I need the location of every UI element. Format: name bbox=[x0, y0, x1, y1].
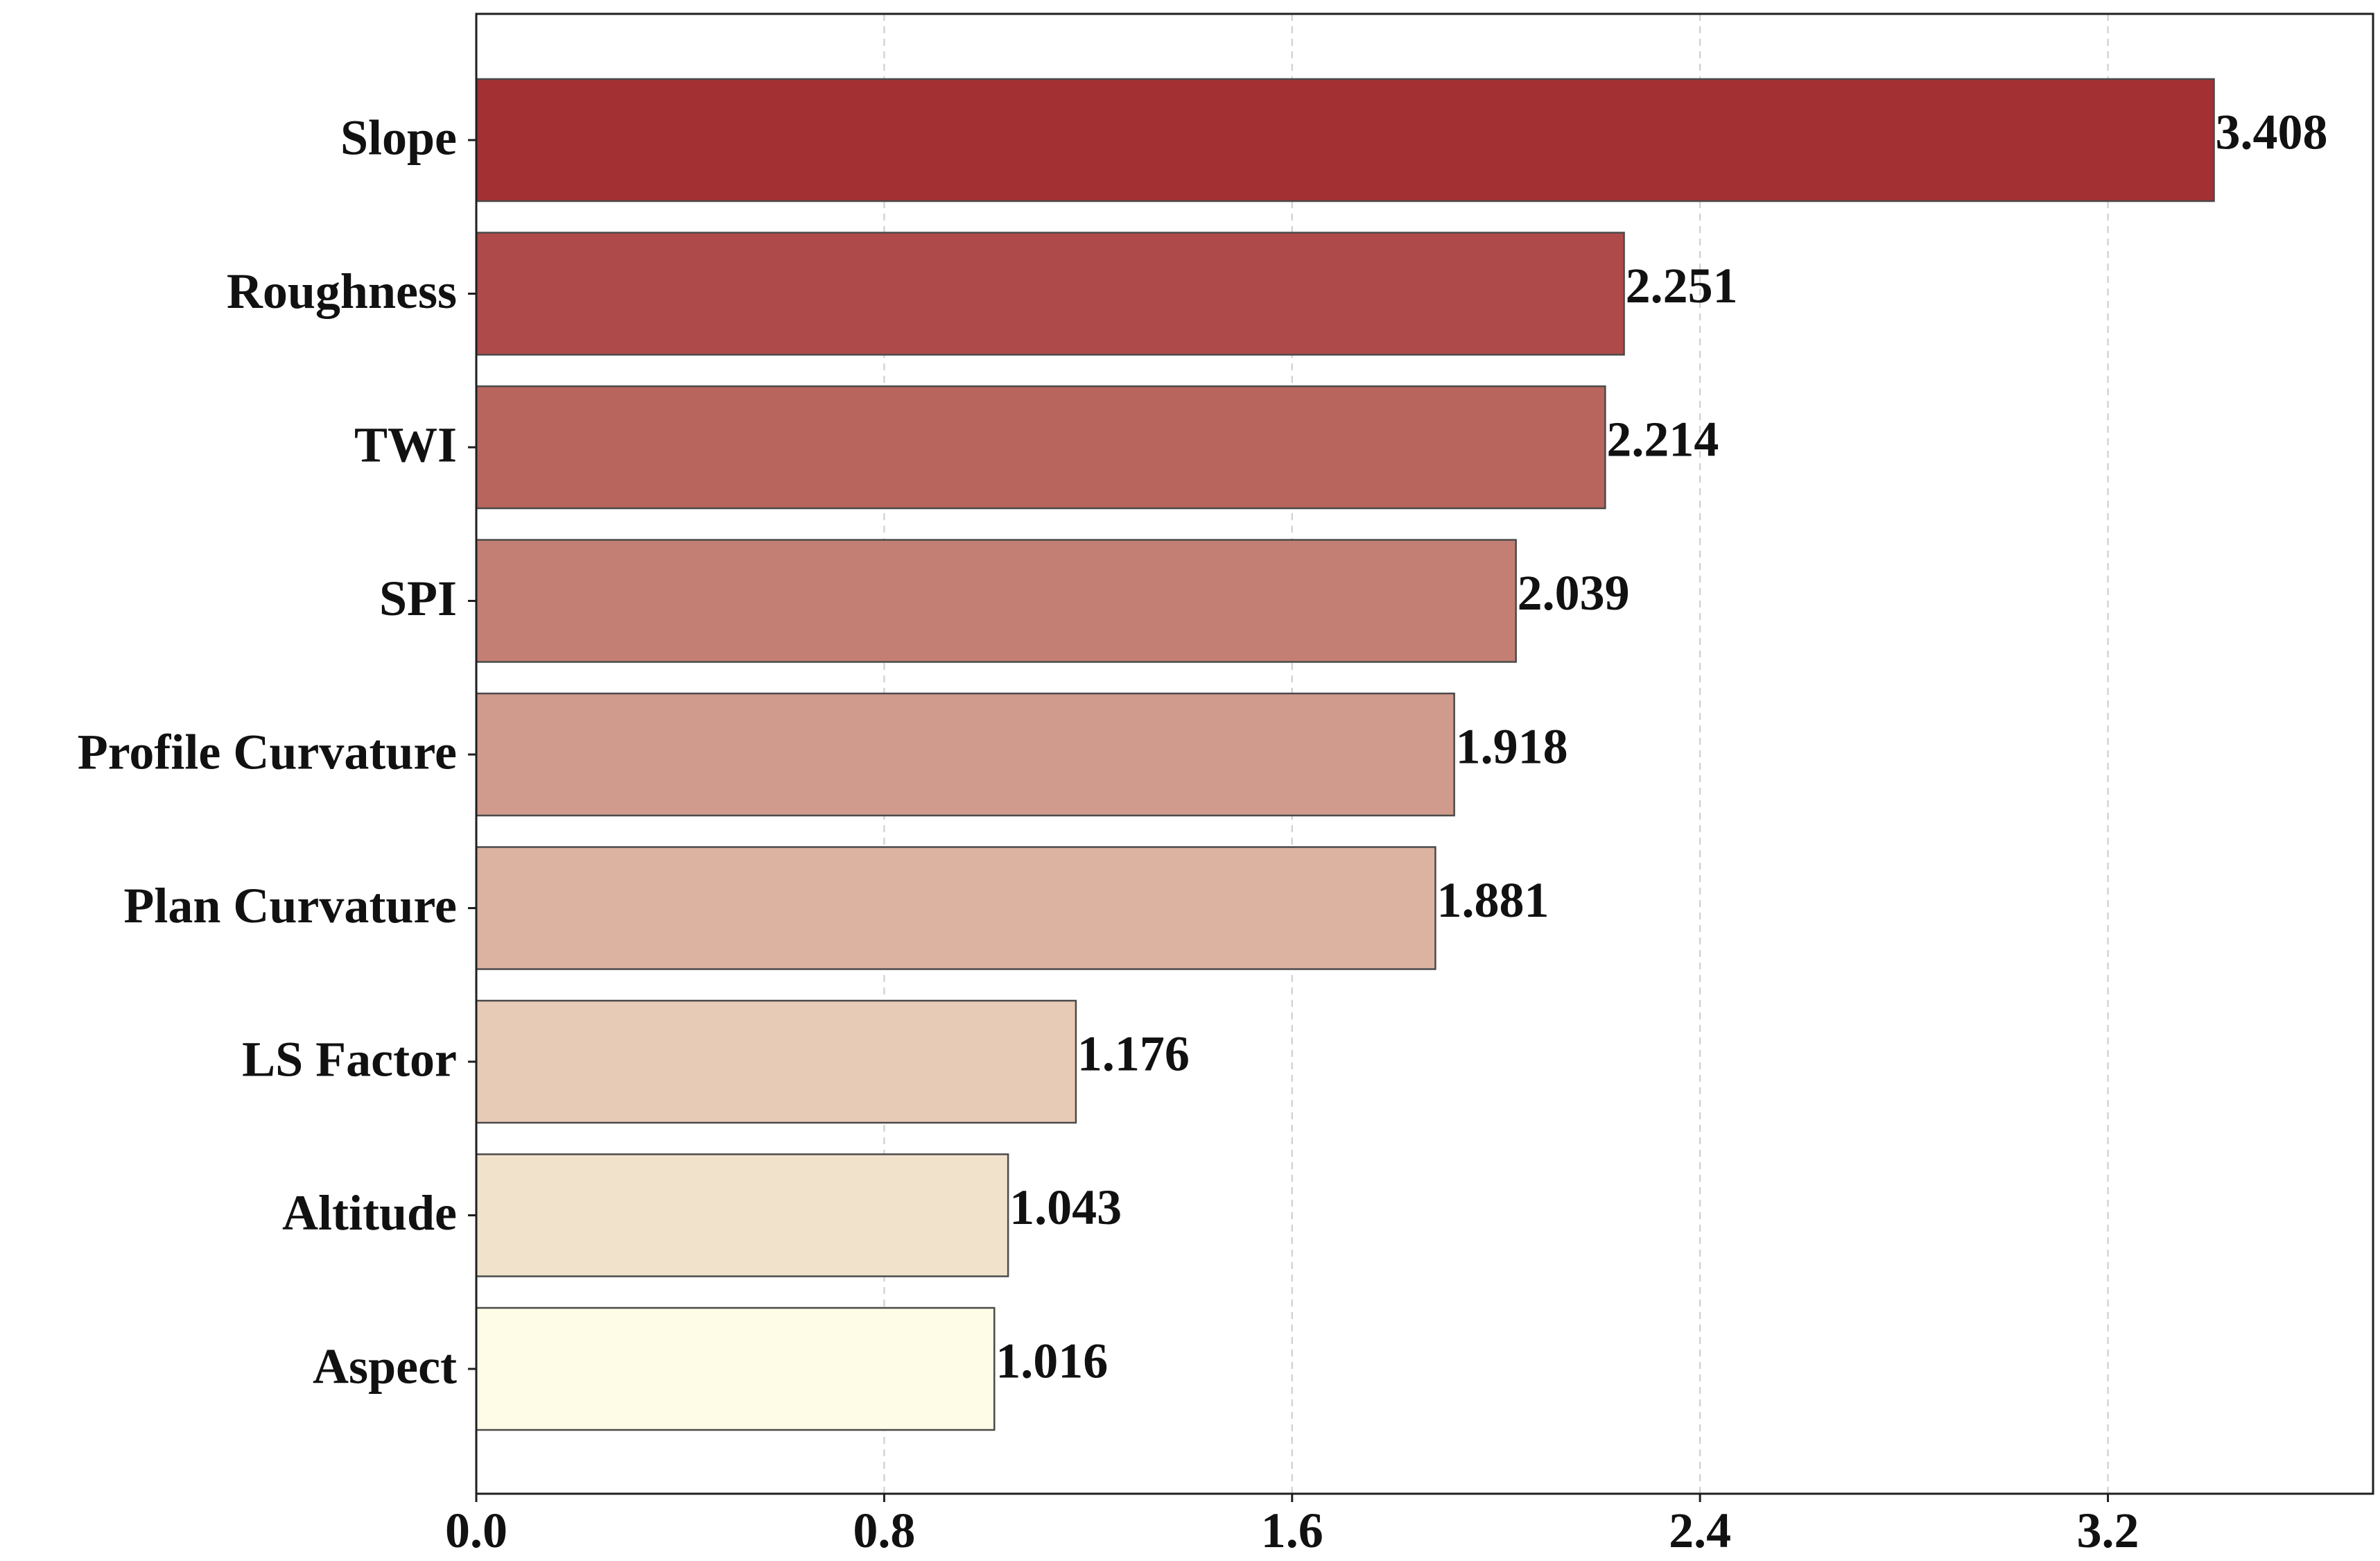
category-label-slope: Slope bbox=[340, 110, 457, 166]
value-label-slope: 3.408 bbox=[2216, 105, 2328, 160]
bar-profile-curvature bbox=[475, 692, 1455, 817]
bar-ls-factor bbox=[475, 999, 1077, 1124]
category-label-roughness: Roughness bbox=[227, 264, 457, 319]
bars bbox=[475, 78, 2215, 1431]
x-axis-ticks bbox=[475, 1494, 2110, 1502]
value-label-roughness: 2.251 bbox=[1626, 258, 1738, 313]
value-label-profile-curvature: 1.918 bbox=[1456, 719, 1568, 775]
category-label-spi: SPI bbox=[379, 571, 457, 626]
value-label-ls-factor: 1.176 bbox=[1077, 1026, 1190, 1082]
category-label-twi: TWI bbox=[354, 417, 457, 473]
bar-aspect bbox=[475, 1306, 996, 1431]
bar-altitude bbox=[475, 1153, 1009, 1277]
category-label-ls-factor: LS Factor bbox=[242, 1032, 457, 1087]
bar-roughness bbox=[475, 232, 1625, 356]
category-label-profile-curvature: Profile Curvature bbox=[78, 725, 457, 780]
category-label-aspect: Aspect bbox=[313, 1339, 457, 1395]
y-axis-category-labels: Slope Roughness TWI SPI Profile Curvature Pla… bbox=[78, 110, 457, 1395]
bar-twi bbox=[475, 385, 1606, 510]
value-label-twi: 2.214 bbox=[1606, 412, 1719, 467]
value-label-aspect: 1.016 bbox=[996, 1334, 1108, 1389]
bar-spi bbox=[475, 539, 1517, 663]
x-tick-label: 2.4 bbox=[1669, 1503, 1731, 1558]
x-tick-label: 0.8 bbox=[853, 1503, 915, 1558]
y-axis-ticks bbox=[468, 139, 476, 1370]
category-label-altitude: Altitude bbox=[282, 1185, 457, 1241]
x-axis-tick-labels: 0.0 0.8 1.6 2.4 3.2 bbox=[445, 1503, 2139, 1558]
bar-value-labels: 3.408 2.251 2.214 2.039 1.918 1.881 1.176 1.043… bbox=[996, 105, 2327, 1389]
bar-plan-curvature bbox=[475, 846, 1436, 970]
x-tick-label: 0.0 bbox=[445, 1503, 507, 1558]
bar-slope bbox=[475, 78, 2215, 202]
value-label-spi: 2.039 bbox=[1518, 565, 1630, 621]
category-label-plan-curvature: Plan Curvature bbox=[123, 878, 457, 933]
value-label-plan-curvature: 1.881 bbox=[1436, 872, 1549, 928]
x-tick-label: 3.2 bbox=[2077, 1503, 2139, 1558]
value-label-altitude: 1.043 bbox=[1009, 1180, 1122, 1235]
x-tick-label: 1.6 bbox=[1261, 1503, 1323, 1558]
